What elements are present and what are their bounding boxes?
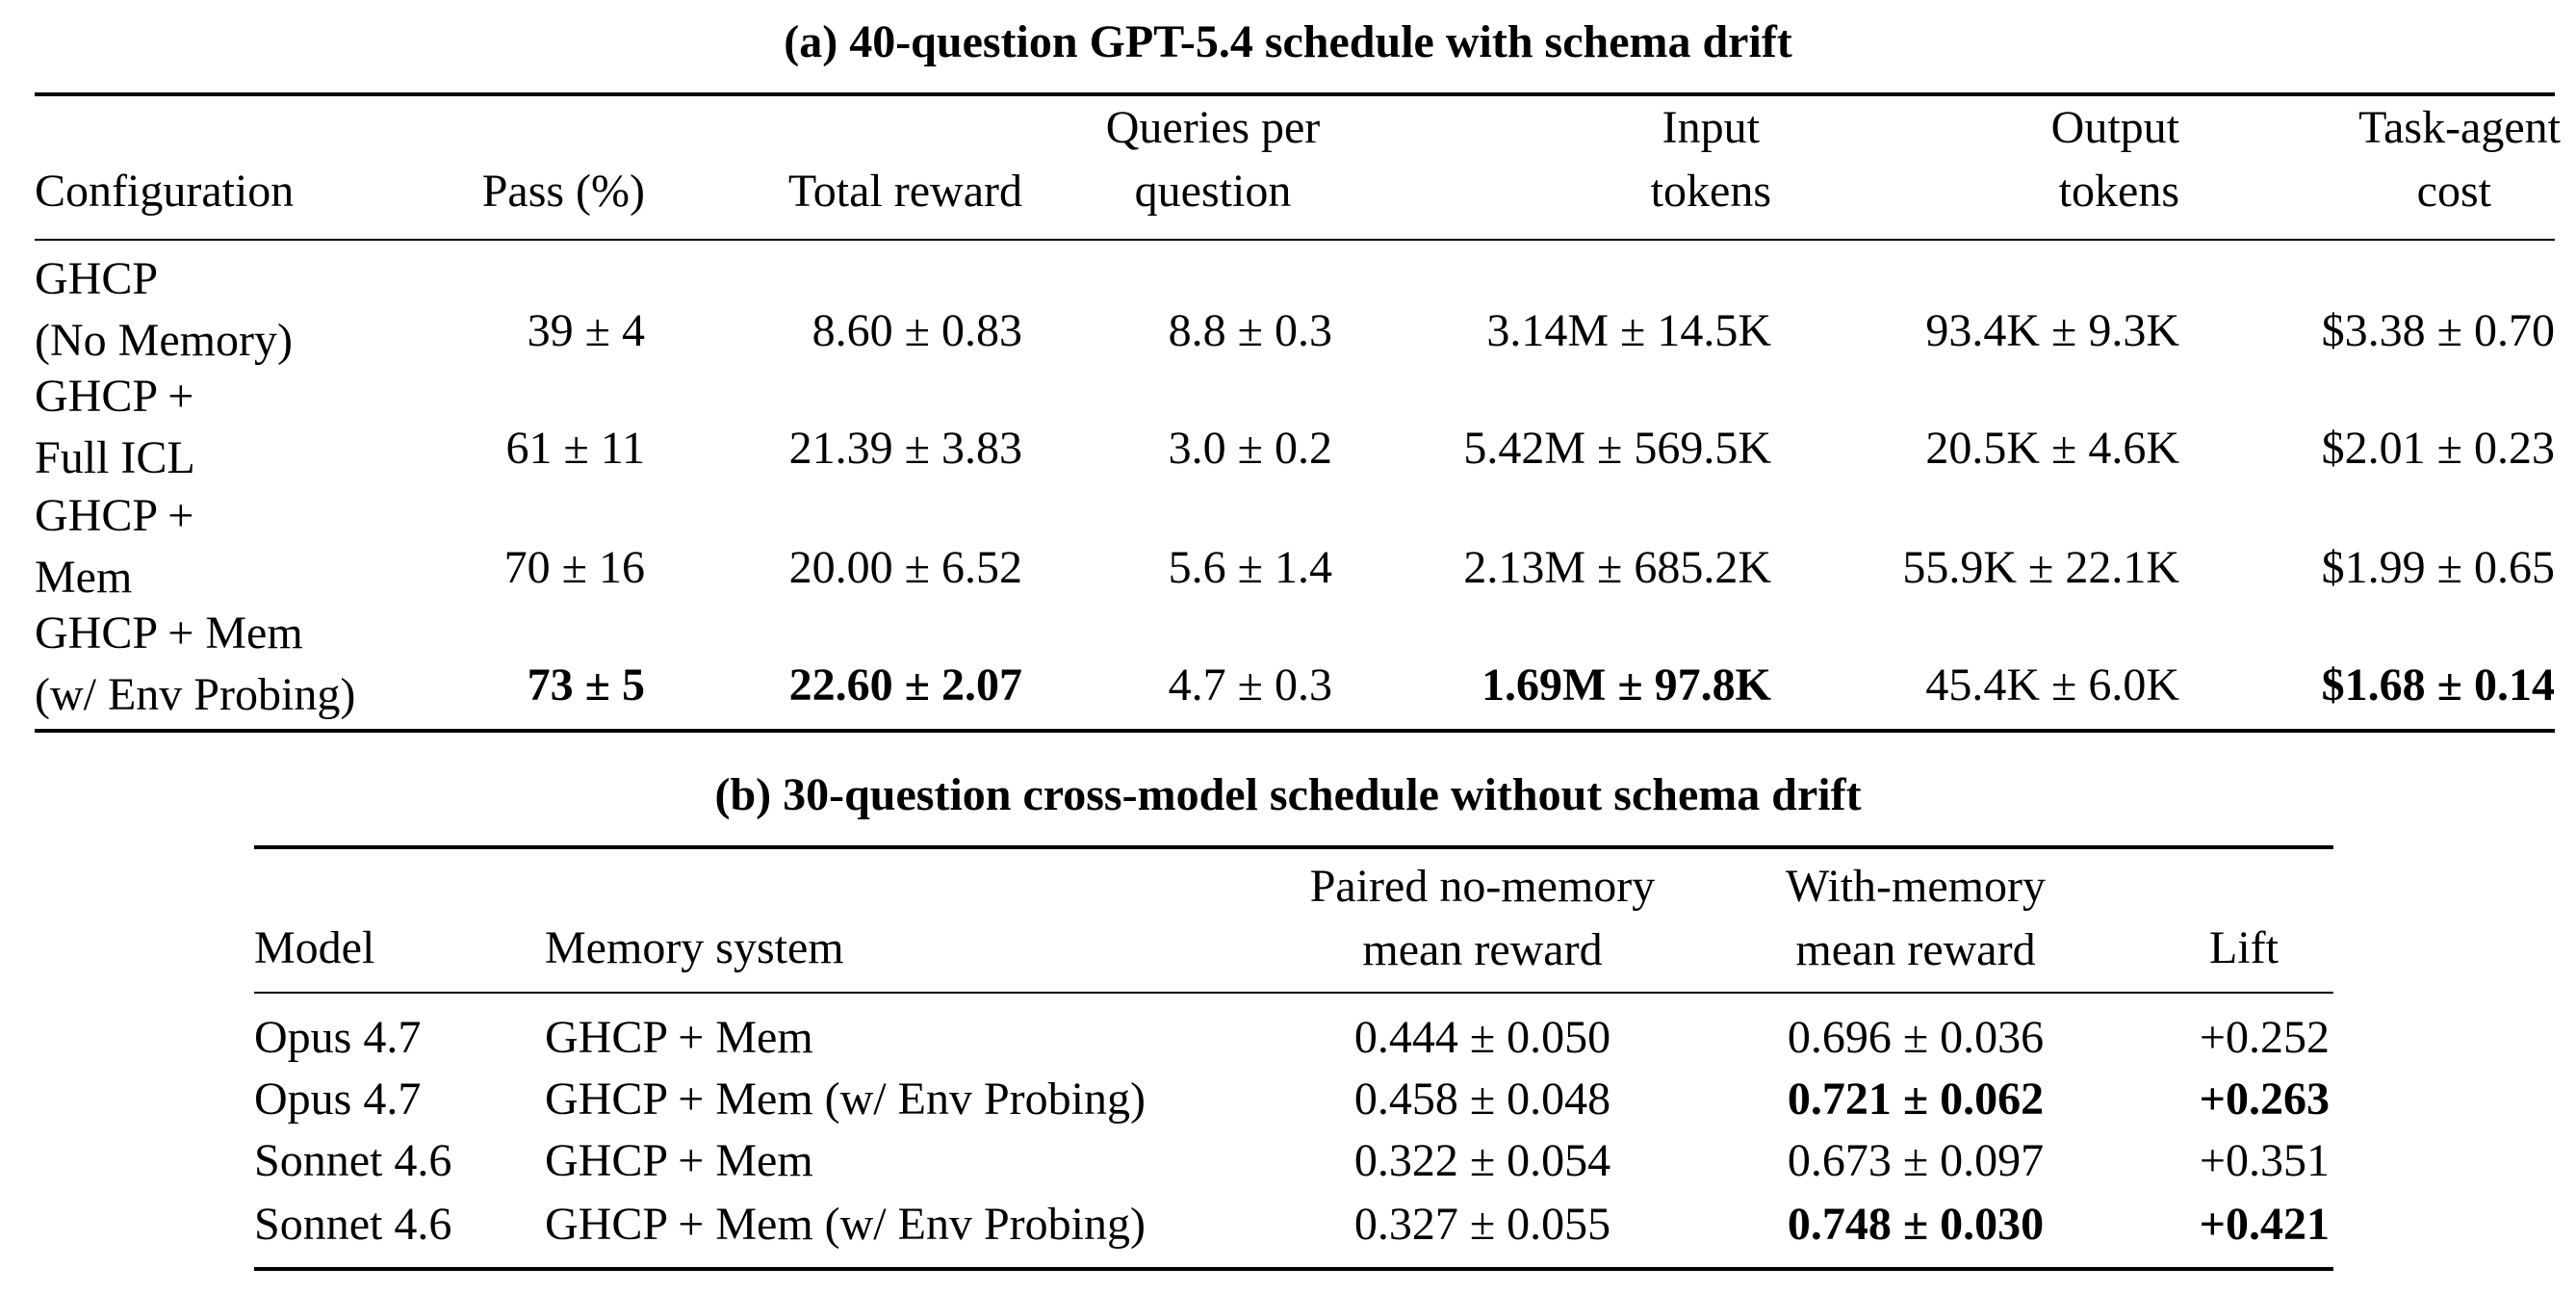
table-b-header-rule [254, 992, 2333, 994]
header-cost: Task-agent cost [2358, 102, 2561, 217]
row-model: Opus 4.7 [254, 1074, 422, 1125]
header-memory-system: Memory system [545, 922, 844, 973]
row-total-reward: 20.00 ± 6.52 [788, 542, 1022, 593]
table-a-top-rule [35, 92, 2555, 96]
row-pass: 70 ± 16 [503, 542, 645, 593]
row-queries: 3.0 ± 0.2 [1168, 423, 1332, 474]
row-queries: 8.8 ± 0.3 [1168, 305, 1332, 356]
row-no-memory: 0.322 ± 0.054 [1353, 1135, 1611, 1186]
row-output-tokens: 20.5K ± 4.6K [1925, 423, 2179, 474]
row-pass: 73 ± 5 [527, 660, 645, 711]
row-output-tokens: 55.9K ± 22.1K [1902, 542, 2179, 593]
header-no-memory: Paired no-memory mean reward [1309, 861, 1656, 975]
row-memory-system: GHCP + Mem [545, 1012, 813, 1063]
row-with-memory: 0.721 ± 0.062 [1787, 1074, 2045, 1125]
row-cost: $1.99 ± 0.65 [2321, 542, 2555, 593]
row-lift: +0.252 [2199, 1012, 2330, 1063]
row-memory-system: GHCP + Mem (w/ Env Probing) [545, 1199, 1146, 1250]
row-configuration: GHCP + Mem [35, 490, 194, 603]
table-b-bottom-rule [254, 1267, 2333, 1271]
row-output-tokens: 93.4K ± 9.3K [1925, 305, 2179, 356]
row-lift: +0.263 [2199, 1074, 2330, 1125]
row-input-tokens: 3.14M ± 14.5K [1486, 305, 1771, 356]
row-lift: +0.421 [2199, 1199, 2330, 1250]
row-pass: 39 ± 4 [527, 305, 645, 356]
row-lift: +0.351 [2199, 1135, 2330, 1186]
row-model: Sonnet 4.6 [254, 1135, 452, 1186]
row-input-tokens: 1.69M ± 97.8K [1481, 660, 1771, 711]
row-queries: 5.6 ± 1.4 [1168, 542, 1332, 593]
header-output-tokens: Output tokens [2050, 102, 2179, 217]
header-model: Model [254, 922, 375, 973]
header-total-reward: Total reward [787, 166, 1022, 217]
header-lift: Lift [2209, 922, 2279, 973]
row-output-tokens: 45.4K ± 6.0K [1925, 660, 2179, 711]
row-total-reward: 8.60 ± 0.83 [811, 305, 1022, 356]
header-configuration: Configuration [35, 166, 295, 217]
table-b-top-rule [254, 845, 2333, 849]
table-a-header-rule [35, 239, 2555, 241]
row-no-memory: 0.444 ± 0.050 [1353, 1012, 1611, 1063]
row-with-memory: 0.748 ± 0.030 [1787, 1199, 2045, 1250]
row-no-memory: 0.327 ± 0.055 [1353, 1199, 1611, 1250]
row-model: Opus 4.7 [254, 1012, 422, 1063]
row-memory-system: GHCP + Mem [545, 1135, 813, 1186]
table-a-bottom-rule [35, 729, 2555, 733]
row-no-memory: 0.458 ± 0.048 [1353, 1074, 1611, 1125]
row-cost: $2.01 ± 0.23 [2321, 423, 2555, 474]
table-a-caption: (a) 40-question GPT-5.4 schedule with sc… [784, 16, 1792, 67]
row-total-reward: 22.60 ± 2.07 [788, 660, 1022, 711]
row-input-tokens: 5.42M ± 569.5K [1463, 423, 1771, 474]
row-queries: 4.7 ± 0.3 [1168, 660, 1332, 711]
header-pass: Pass (%) [481, 166, 645, 217]
row-configuration: GHCP (No Memory) [35, 253, 293, 366]
row-model: Sonnet 4.6 [254, 1199, 452, 1250]
row-with-memory: 0.673 ± 0.097 [1787, 1135, 2045, 1186]
row-total-reward: 21.39 ± 3.83 [788, 423, 1022, 474]
row-with-memory: 0.696 ± 0.036 [1787, 1012, 2045, 1063]
row-configuration: GHCP + Full ICL [35, 371, 195, 483]
row-cost: $1.68 ± 0.14 [2321, 660, 2555, 711]
header-with-memory: With-memory mean reward [1786, 861, 2046, 975]
row-pass: 61 ± 11 [505, 423, 645, 474]
header-input-tokens: Input tokens [1650, 102, 1771, 217]
row-input-tokens: 2.13M ± 685.2K [1463, 542, 1771, 593]
row-cost: $3.38 ± 0.70 [2321, 305, 2555, 356]
header-queries: Queries per question [1105, 102, 1321, 217]
table-b-caption: (b) 30-question cross-model schedule wit… [714, 769, 1862, 820]
row-configuration: GHCP + Mem (w/ Env Probing) [35, 608, 356, 720]
row-memory-system: GHCP + Mem (w/ Env Probing) [545, 1074, 1146, 1125]
